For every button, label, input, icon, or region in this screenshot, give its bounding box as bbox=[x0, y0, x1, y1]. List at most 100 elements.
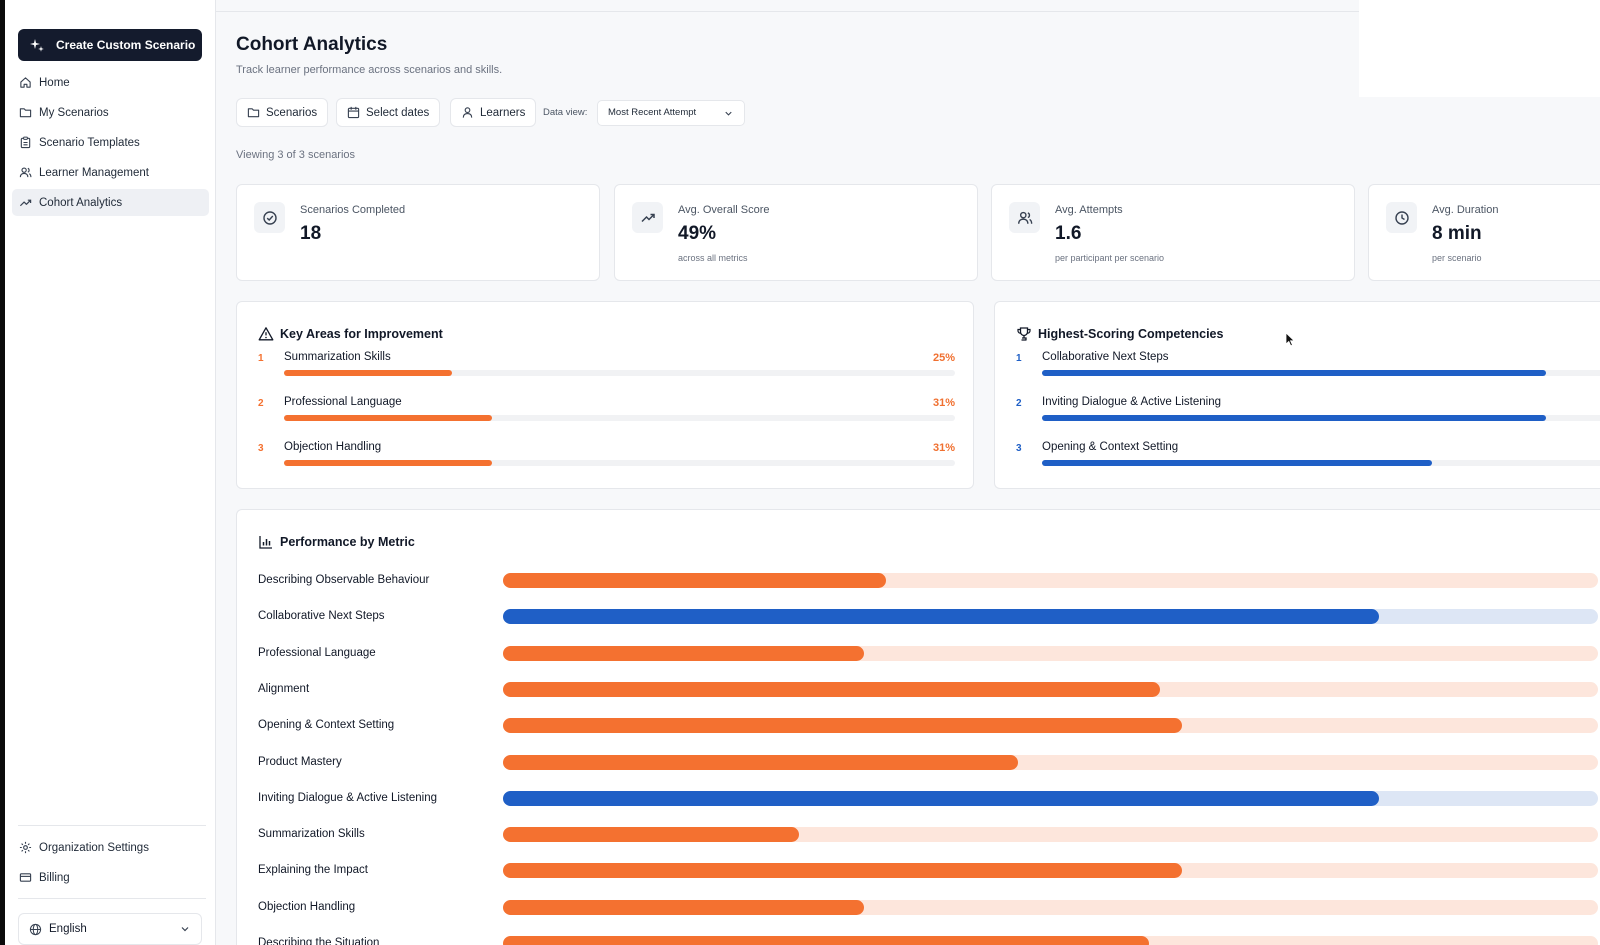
metric-row: Product Mastery bbox=[258, 753, 1598, 773]
stat-subtext: across all metrics bbox=[678, 253, 748, 263]
progress-fill bbox=[1042, 460, 1432, 466]
sidebar-item-label: My Scenarios bbox=[39, 106, 109, 119]
select-dates-button[interactable]: Select dates bbox=[336, 98, 441, 127]
panel-title-text: Performance by Metric bbox=[280, 535, 415, 549]
page-subtitle: Track learner performance across scenari… bbox=[236, 64, 503, 76]
sidebar-item-learner-management[interactable]: Learner Management bbox=[12, 159, 209, 186]
item-name: Summarization Skills bbox=[284, 351, 391, 363]
metric-row: Summarization Skills bbox=[258, 825, 1598, 845]
rank-number: 3 bbox=[1016, 443, 1022, 454]
create-button-label: Create Custom Scenario bbox=[56, 38, 196, 52]
progress-track bbox=[284, 415, 955, 421]
stat-label: Avg. Attempts bbox=[1055, 204, 1123, 216]
key-areas-panel: Key Areas for Improvement 1 Summarization… bbox=[236, 301, 974, 489]
item-name: Opening & Context Setting bbox=[1042, 441, 1179, 453]
stat-label: Avg. Duration bbox=[1432, 204, 1499, 216]
stat-icon-box bbox=[1009, 202, 1040, 233]
progress-fill bbox=[284, 415, 492, 421]
sidebar-item-home[interactable]: Home bbox=[12, 69, 209, 96]
metric-row: Explaining the Impact bbox=[258, 861, 1598, 881]
sidebar-item-label: Cohort Analytics bbox=[39, 196, 123, 209]
metric-row: Describing Observable Behaviour bbox=[258, 571, 1598, 591]
progress-track bbox=[284, 370, 955, 376]
progress-track bbox=[1042, 460, 1600, 466]
stat-value: 8 min bbox=[1432, 223, 1482, 244]
user-icon bbox=[462, 107, 473, 118]
metric-row: Opening & Context Setting bbox=[258, 716, 1598, 736]
sidebar: Create Custom Scenario Home My Scenarios… bbox=[5, 0, 216, 945]
stat-subtext: per scenario bbox=[1432, 253, 1482, 263]
metric-name: Describing the Situation bbox=[258, 937, 380, 945]
rank-number: 1 bbox=[258, 353, 264, 364]
progress-track bbox=[1042, 415, 1600, 421]
metric-track bbox=[503, 718, 1598, 734]
ranked-item: 2 Professional Language 31% bbox=[258, 396, 955, 436]
credit-card-icon bbox=[19, 873, 32, 882]
globe-icon bbox=[29, 923, 42, 935]
stat-label: Avg. Overall Score bbox=[678, 204, 770, 216]
bar-chart-icon bbox=[259, 536, 272, 549]
stat-value: 49% bbox=[678, 223, 717, 244]
stat-value: 1.6 bbox=[1055, 223, 1082, 244]
warning-triangle-icon bbox=[258, 327, 274, 341]
language-value: English bbox=[49, 923, 87, 935]
sidebar-nav: Home My Scenarios Scenario Templates Lea… bbox=[12, 69, 209, 219]
sidebar-divider bbox=[18, 825, 206, 826]
gear-icon bbox=[19, 841, 32, 854]
create-custom-scenario-button[interactable]: Create Custom Scenario bbox=[18, 29, 202, 61]
sidebar-bottom-nav: Organization Settings Billing bbox=[12, 834, 209, 894]
sidebar-item-label: Organization Settings bbox=[39, 841, 149, 854]
filter-label: Learners bbox=[480, 106, 526, 119]
ranked-item: 2 Inviting Dialogue & Active Listening bbox=[1016, 396, 1600, 436]
check-circle-icon bbox=[262, 210, 277, 225]
sidebar-item-scenario-templates[interactable]: Scenario Templates bbox=[12, 129, 209, 156]
window-edge bbox=[0, 0, 5, 945]
metric-bar bbox=[503, 754, 1018, 770]
metric-track bbox=[503, 754, 1598, 770]
users-icon bbox=[1017, 211, 1032, 224]
stat-card-avg-duration: Avg. Duration 8 min per scenario bbox=[1368, 184, 1600, 281]
sidebar-item-billing[interactable]: Billing bbox=[12, 864, 209, 891]
mouse-cursor-icon bbox=[1285, 332, 1295, 347]
metric-track bbox=[503, 609, 1598, 625]
language-select[interactable]: English bbox=[18, 913, 202, 945]
stat-card-avg-attempts: Avg. Attempts 1.6 per participant per sc… bbox=[991, 184, 1355, 281]
metric-name: Collaborative Next Steps bbox=[258, 610, 385, 623]
sparkles-icon bbox=[30, 39, 44, 52]
scenarios-filter-button[interactable]: Scenarios bbox=[236, 98, 329, 127]
stat-card-scenarios-completed: Scenarios Completed 18 bbox=[236, 184, 600, 281]
metric-row: Alignment bbox=[258, 680, 1598, 700]
sidebar-item-cohort-analytics[interactable]: Cohort Analytics bbox=[12, 189, 209, 216]
ranked-item: 3 Opening & Context Setting bbox=[1016, 441, 1600, 481]
metric-bar bbox=[503, 681, 1160, 697]
stat-value: 18 bbox=[300, 223, 322, 244]
filter-label: Select dates bbox=[366, 106, 430, 119]
sidebar-item-organization-settings[interactable]: Organization Settings bbox=[12, 834, 209, 861]
trophy-icon bbox=[1017, 327, 1031, 341]
filter-label: Scenarios bbox=[266, 106, 318, 119]
viewing-count: Viewing 3 of 3 scenarios bbox=[236, 149, 356, 161]
chevron-down-icon bbox=[181, 927, 189, 932]
progress-track bbox=[284, 460, 955, 466]
trending-up-icon bbox=[19, 199, 32, 207]
metric-bar bbox=[503, 863, 1182, 879]
rank-number: 2 bbox=[258, 398, 264, 409]
folder-icon bbox=[19, 108, 32, 118]
learners-filter-button[interactable]: Learners bbox=[450, 98, 537, 127]
sidebar-item-my-scenarios[interactable]: My Scenarios bbox=[12, 99, 209, 126]
metric-track bbox=[503, 936, 1598, 945]
metric-row: Professional Language bbox=[258, 644, 1598, 664]
sidebar-divider bbox=[18, 898, 206, 899]
data-view-value: Most Recent Attempt bbox=[608, 107, 697, 118]
rank-number: 2 bbox=[1016, 398, 1022, 409]
progress-track bbox=[1042, 370, 1600, 376]
metric-row: Inviting Dialogue & Active Listening bbox=[258, 789, 1598, 809]
chevron-down-icon bbox=[725, 111, 732, 116]
progress-fill bbox=[1042, 370, 1546, 376]
item-name: Objection Handling bbox=[284, 441, 382, 453]
sidebar-item-label: Billing bbox=[39, 871, 70, 884]
item-percent: 31% bbox=[932, 397, 955, 409]
metric-track bbox=[503, 573, 1598, 588]
stat-card-avg-overall-score: Avg. Overall Score 49% across all metric… bbox=[614, 184, 978, 281]
data-view-select[interactable]: Most Recent Attempt bbox=[597, 100, 745, 126]
